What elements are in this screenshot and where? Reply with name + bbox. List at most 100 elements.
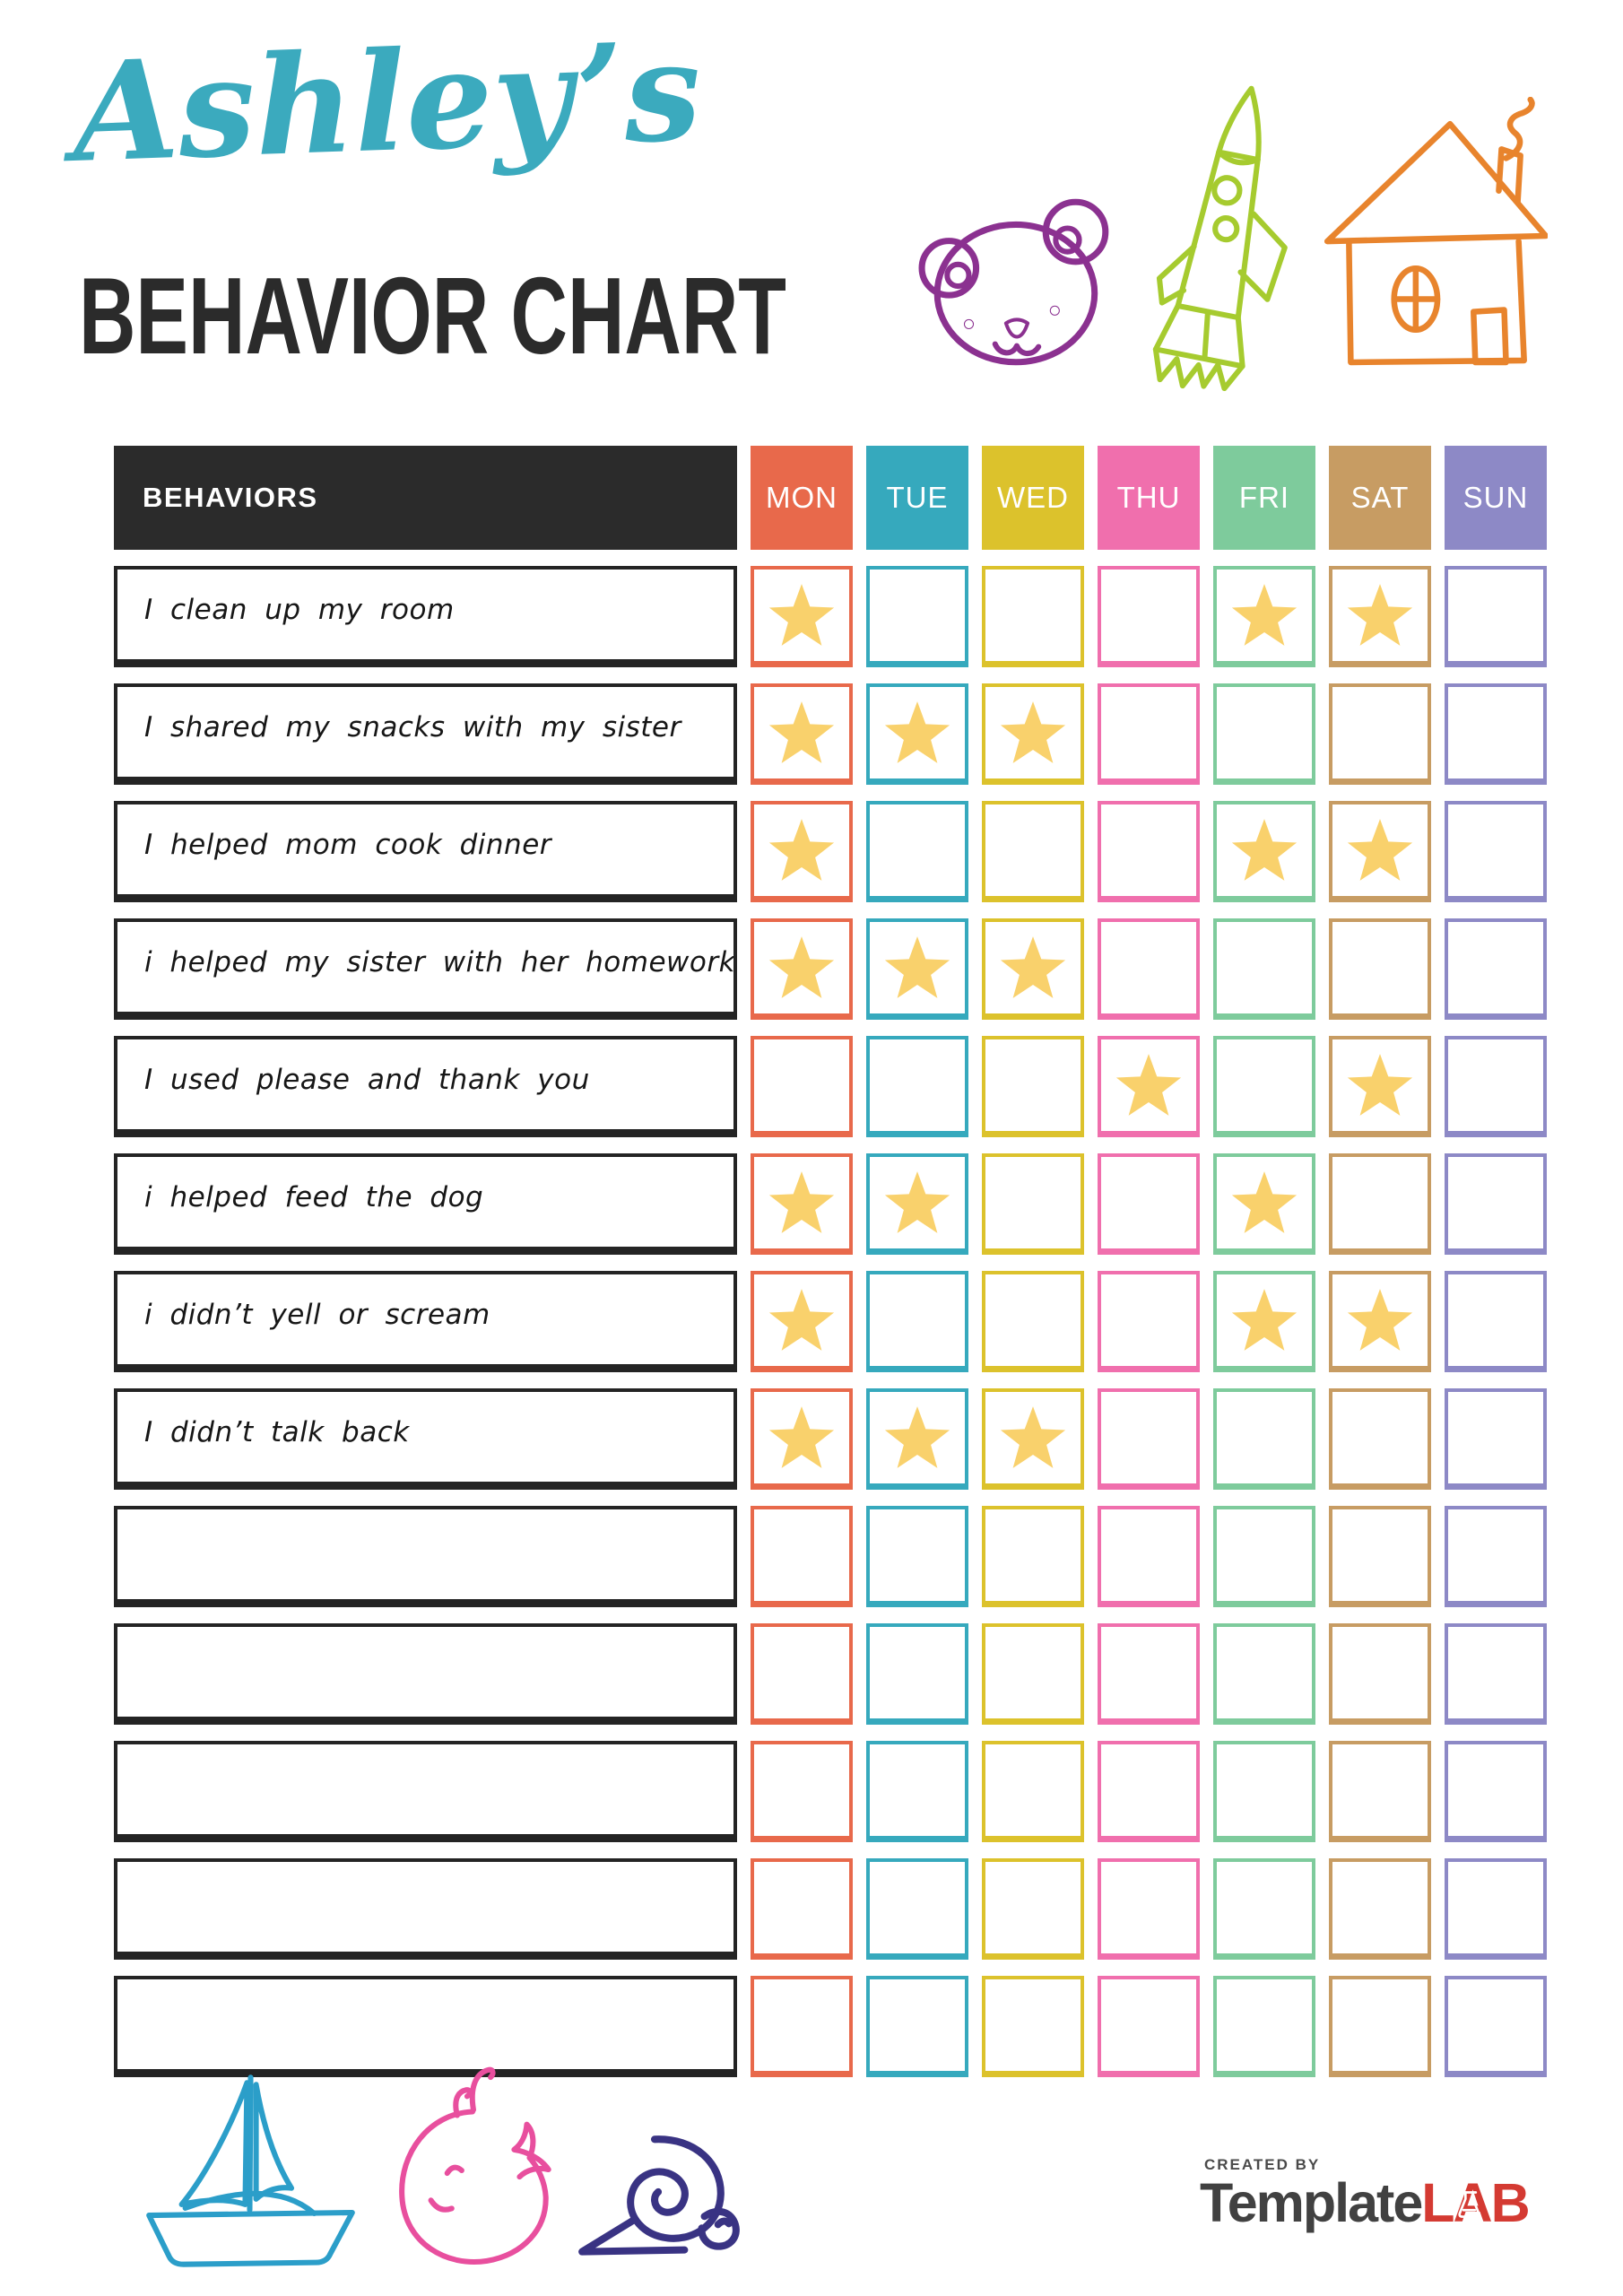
behavior-label-row-6: i helped feed the dog [114, 1153, 737, 1255]
star-cell-sat-row-4 [1329, 918, 1431, 1020]
star-cell-wed-row-5 [982, 1036, 1084, 1137]
star-cell-mon-row-11 [751, 1741, 853, 1842]
star-cell-fri-row-8 [1213, 1388, 1315, 1490]
star-cell-wed-row-2 [982, 683, 1084, 785]
star-cell-wed-row-6 [982, 1153, 1084, 1255]
star-cell-fri-row-2 [1213, 683, 1315, 785]
star-cell-mon-row-9 [751, 1506, 853, 1607]
star-cell-thu-row-8 [1098, 1388, 1200, 1490]
star-icon [884, 701, 950, 763]
star-cell-sat-row-10 [1329, 1623, 1431, 1725]
star-cell-sat-row-8 [1329, 1388, 1431, 1490]
behavior-label-row-12 [114, 1858, 737, 1960]
star-cell-sat-row-5 [1329, 1036, 1431, 1137]
star-cell-fri-row-10 [1213, 1623, 1315, 1725]
star-icon [1115, 1054, 1182, 1116]
star-cell-fri-row-6 [1213, 1153, 1315, 1255]
child-name: Ashley’s [69, 10, 704, 193]
star-cell-tue-row-8 [866, 1388, 968, 1490]
star-cell-thu-row-12 [1098, 1858, 1200, 1960]
star-cell-sun-row-3 [1445, 801, 1547, 902]
star-icon [1000, 701, 1066, 763]
star-cell-sat-row-11 [1329, 1741, 1431, 1842]
footer-logo: CREATED BY TemplateLAB [1200, 2156, 1531, 2231]
rocket-icon [1141, 79, 1309, 395]
star-cell-sun-row-7 [1445, 1271, 1547, 1372]
day-header-fri: FRI [1213, 446, 1315, 550]
star-cell-mon-row-6 [751, 1153, 853, 1255]
day-header-sat: SAT [1329, 446, 1431, 550]
star-cell-fri-row-5 [1213, 1036, 1315, 1137]
star-cell-fri-row-12 [1213, 1858, 1315, 1960]
star-cell-wed-row-10 [982, 1623, 1084, 1725]
star-cell-thu-row-13 [1098, 1976, 1200, 2077]
star-icon [884, 1406, 950, 1468]
star-cell-mon-row-12 [751, 1858, 853, 1960]
star-icon [768, 1289, 835, 1351]
page-title: BEHAVIOR CHART [79, 255, 786, 377]
star-icon [768, 701, 835, 763]
star-cell-mon-row-1 [751, 566, 853, 667]
sailboat-icon [135, 2072, 366, 2276]
star-icon [884, 1171, 950, 1233]
day-header-sun: SUN [1445, 446, 1547, 550]
day-header-mon: MON [751, 446, 853, 550]
star-cell-sun-row-8 [1445, 1388, 1547, 1490]
star-cell-thu-row-7 [1098, 1271, 1200, 1372]
day-header-wed: WED [982, 446, 1084, 550]
star-cell-tue-row-7 [866, 1271, 968, 1372]
created-by-label: CREATED BY [1204, 2156, 1321, 2173]
whale-icon [384, 2061, 565, 2274]
brand-wordmark: TemplateLAB [1200, 2174, 1531, 2231]
star-cell-wed-row-12 [982, 1858, 1084, 1960]
star-cell-sat-row-13 [1329, 1976, 1431, 2077]
star-cell-sun-row-4 [1445, 918, 1547, 1020]
star-cell-fri-row-1 [1213, 566, 1315, 667]
star-icon [1347, 819, 1413, 881]
star-icon [768, 819, 835, 881]
star-cell-wed-row-3 [982, 801, 1084, 902]
behavior-label-row-7: i didn’t yell or scream [114, 1271, 737, 1372]
star-icon [1000, 936, 1066, 998]
star-cell-wed-row-8 [982, 1388, 1084, 1490]
star-cell-wed-row-9 [982, 1506, 1084, 1607]
behavior-label-row-11 [114, 1741, 737, 1842]
star-cell-fri-row-7 [1213, 1271, 1315, 1372]
star-cell-tue-row-10 [866, 1623, 968, 1725]
star-cell-wed-row-1 [982, 566, 1084, 667]
teddy-bear-icon [916, 196, 1124, 368]
star-cell-fri-row-9 [1213, 1506, 1315, 1607]
behavior-label-row-10 [114, 1623, 737, 1725]
star-cell-thu-row-9 [1098, 1506, 1200, 1607]
star-cell-thu-row-6 [1098, 1153, 1200, 1255]
star-cell-tue-row-9 [866, 1506, 968, 1607]
star-cell-mon-row-8 [751, 1388, 853, 1490]
star-cell-thu-row-11 [1098, 1741, 1200, 1842]
behavior-label-row-4: i helped my sister with her homework [114, 918, 737, 1020]
star-cell-tue-row-11 [866, 1741, 968, 1842]
star-cell-tue-row-12 [866, 1858, 968, 1960]
star-cell-thu-row-3 [1098, 801, 1200, 902]
day-header-tue: TUE [866, 446, 968, 550]
star-cell-tue-row-5 [866, 1036, 968, 1137]
star-cell-sun-row-13 [1445, 1976, 1547, 2077]
star-cell-tue-row-1 [866, 566, 968, 667]
star-cell-mon-row-10 [751, 1623, 853, 1725]
star-cell-sat-row-2 [1329, 683, 1431, 785]
star-cell-wed-row-4 [982, 918, 1084, 1020]
star-cell-wed-row-13 [982, 1976, 1084, 2077]
star-icon [1231, 584, 1298, 646]
house-icon [1322, 97, 1548, 368]
behaviors-column-header: BEHAVIORS [114, 446, 737, 550]
behavior-label-row-2: I shared my snacks with my sister [114, 683, 737, 785]
star-cell-sat-row-9 [1329, 1506, 1431, 1607]
star-cell-sat-row-3 [1329, 801, 1431, 902]
star-cell-sat-row-1 [1329, 566, 1431, 667]
star-icon [1347, 1054, 1413, 1116]
star-cell-thu-row-2 [1098, 683, 1200, 785]
behavior-grid: BEHAVIORS MON TUE WED THU FRI SAT SUN I clean up… [114, 446, 1547, 2077]
star-cell-mon-row-2 [751, 683, 853, 785]
star-cell-sun-row-12 [1445, 1858, 1547, 1960]
star-icon [1000, 1406, 1066, 1468]
day-header-thu: THU [1098, 446, 1200, 550]
